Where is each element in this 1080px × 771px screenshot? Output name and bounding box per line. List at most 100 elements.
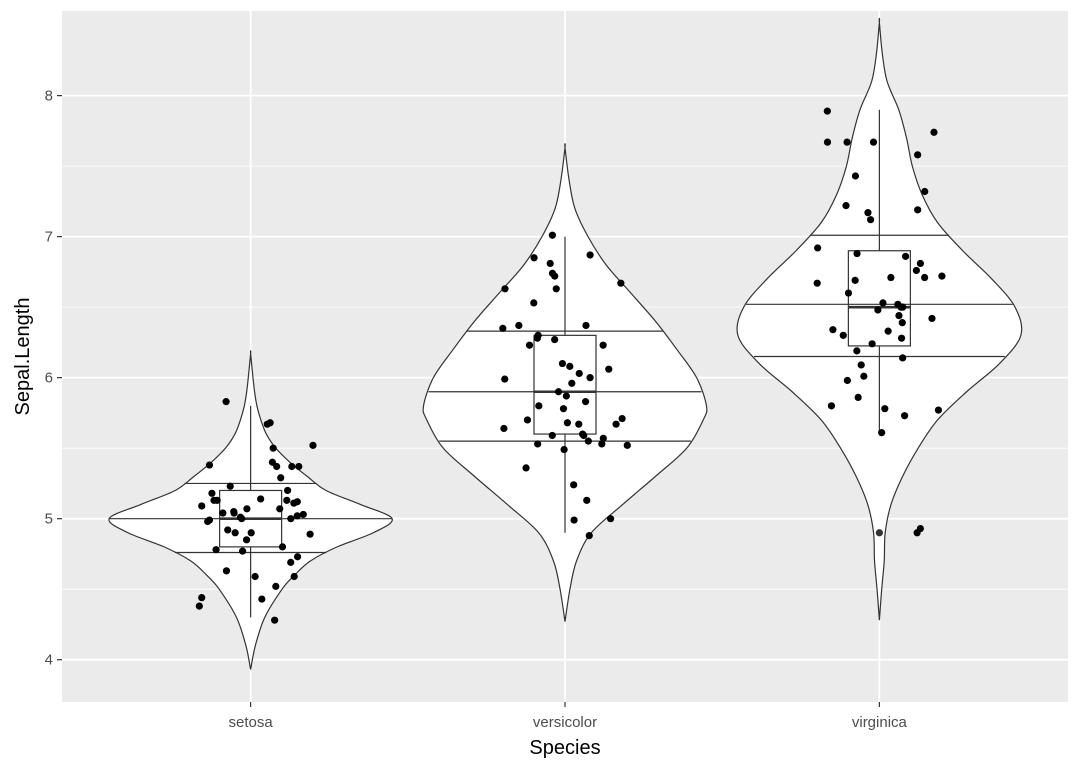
- data-point: [251, 572, 259, 581]
- data-point: [290, 572, 298, 581]
- data-point: [913, 529, 921, 537]
- data-point: [231, 529, 239, 537]
- data-point: [238, 515, 246, 523]
- data-point: [263, 420, 271, 428]
- data-point: [851, 172, 860, 180]
- data-point: [617, 279, 625, 287]
- data-point: [276, 505, 284, 513]
- data-point: [525, 341, 534, 349]
- data-point: [258, 595, 266, 603]
- violins: [108, 17, 1023, 670]
- data-point: [827, 402, 836, 410]
- data-point: [857, 361, 865, 369]
- data-point: [287, 558, 295, 566]
- data-point: [198, 594, 206, 602]
- data-point: [814, 244, 822, 252]
- data-point: [930, 128, 938, 136]
- data-point: [290, 499, 298, 507]
- data-point: [884, 327, 892, 335]
- data-point: [560, 445, 568, 454]
- data-point: [916, 259, 925, 268]
- data-point: [548, 231, 556, 239]
- data-point: [515, 321, 523, 330]
- data-point: [839, 331, 847, 339]
- data-point: [283, 486, 292, 495]
- data-point: [238, 547, 247, 555]
- data-point: [599, 341, 607, 349]
- data-point: [605, 365, 613, 373]
- data-point: [854, 393, 862, 401]
- data-point: [205, 461, 214, 469]
- data-point: [580, 431, 588, 440]
- data-point: [546, 259, 554, 268]
- data-point: [575, 420, 583, 428]
- violin-versicolor: [422, 143, 708, 622]
- data-point: [583, 496, 591, 504]
- data-point: [938, 272, 946, 280]
- data-point: [242, 536, 251, 544]
- x-tick-label: virginica: [852, 714, 908, 731]
- violin-setosa: [108, 350, 393, 670]
- data-point: [554, 388, 563, 396]
- data-point: [548, 431, 556, 440]
- data-point: [530, 254, 538, 262]
- data-point: [584, 437, 592, 445]
- data-point: [813, 279, 821, 287]
- data-point: [582, 321, 590, 330]
- data-point: [287, 515, 295, 523]
- data-point: [530, 299, 538, 307]
- y-tick-label: 5: [45, 511, 53, 528]
- data-point: [623, 441, 631, 449]
- data-point: [257, 495, 265, 503]
- data-point: [551, 272, 559, 280]
- data-point: [901, 252, 910, 260]
- data-point: [293, 512, 301, 520]
- boxplot-box-versicolor: [533, 334, 597, 435]
- data-point: [921, 187, 929, 196]
- jitter-points: [195, 107, 946, 624]
- data-point: [219, 509, 227, 517]
- data-point: [277, 474, 285, 482]
- data-point: [309, 441, 317, 449]
- data-point: [224, 526, 232, 534]
- data-point: [226, 482, 234, 490]
- data-point: [559, 405, 568, 413]
- data-point: [283, 496, 291, 504]
- data-point: [552, 285, 560, 293]
- data-point: [293, 553, 302, 561]
- data-point: [204, 517, 212, 526]
- data-point: [599, 434, 607, 442]
- data-point: [853, 249, 861, 258]
- data-point: [558, 359, 567, 368]
- data-point: [306, 530, 314, 538]
- data-point: [860, 372, 868, 380]
- x-tick-label: setosa: [229, 714, 274, 731]
- data-point: [878, 429, 886, 437]
- data-point: [881, 405, 889, 413]
- data-point: [568, 379, 576, 387]
- y-axis: 4 5 6 7 8: [45, 88, 62, 669]
- data-point: [851, 276, 859, 284]
- data-point: [247, 529, 255, 537]
- data-point: [585, 531, 593, 540]
- data-point: [269, 444, 277, 452]
- data-point: [606, 515, 615, 523]
- y-tick-label: 4: [45, 652, 53, 669]
- data-point: [212, 546, 220, 554]
- data-point: [534, 440, 542, 448]
- data-point: [295, 462, 303, 471]
- data-point: [243, 505, 251, 513]
- data-point: [570, 481, 578, 489]
- data-point: [222, 398, 230, 406]
- data-point: [829, 326, 837, 334]
- y-tick-label: 7: [45, 229, 53, 246]
- data-point: [272, 582, 280, 590]
- data-point: [501, 375, 509, 383]
- data-point: [928, 314, 936, 323]
- data-point: [586, 251, 594, 259]
- data-point: [914, 206, 922, 214]
- data-point: [288, 462, 296, 471]
- data-point: [842, 202, 850, 210]
- data-point: [551, 335, 559, 344]
